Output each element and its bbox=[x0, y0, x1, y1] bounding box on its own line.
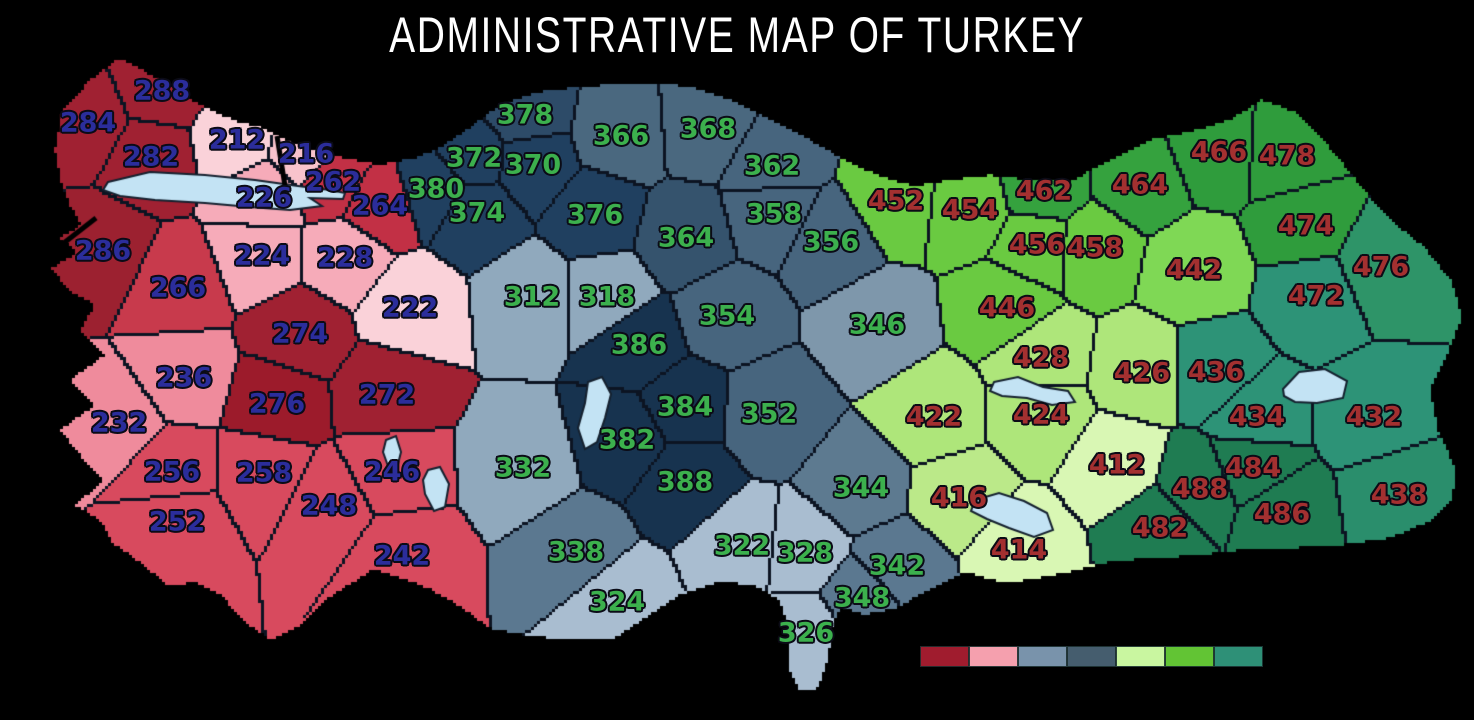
region-label-366: 366 bbox=[592, 120, 650, 152]
region-label-248: 248 bbox=[300, 490, 358, 522]
region-label-466: 466 bbox=[1190, 136, 1248, 168]
region-label-384: 384 bbox=[656, 391, 714, 423]
region-label-462: 462 bbox=[1015, 175, 1073, 207]
region-label-478: 478 bbox=[1258, 140, 1316, 172]
region-label-464: 464 bbox=[1111, 169, 1169, 201]
region-label-380: 380 bbox=[407, 173, 465, 205]
region-label-322: 322 bbox=[713, 530, 771, 562]
region-label-376: 376 bbox=[566, 199, 624, 231]
region-label-276: 276 bbox=[248, 388, 306, 420]
region-label-446: 446 bbox=[978, 292, 1036, 324]
region-label-324: 324 bbox=[588, 586, 646, 618]
region-label-272: 272 bbox=[358, 379, 416, 411]
region-label-342: 342 bbox=[868, 550, 926, 582]
region-label-386: 386 bbox=[610, 329, 668, 361]
region-label-242: 242 bbox=[373, 540, 431, 572]
region-label-432: 432 bbox=[1345, 401, 1403, 433]
region-label-264: 264 bbox=[351, 190, 409, 222]
region-label-436: 436 bbox=[1187, 356, 1245, 388]
region-label-438: 438 bbox=[1370, 479, 1428, 511]
legend-swatch-2 bbox=[969, 646, 1018, 667]
region-label-216: 216 bbox=[277, 138, 335, 170]
region-label-266: 266 bbox=[149, 272, 207, 304]
region-label-286: 286 bbox=[74, 235, 132, 267]
region-label-274: 274 bbox=[271, 318, 329, 350]
region-label-346: 346 bbox=[848, 309, 906, 341]
region-label-458: 458 bbox=[1066, 232, 1124, 264]
region-label-372: 372 bbox=[445, 142, 503, 174]
region-label-476: 476 bbox=[1352, 251, 1410, 283]
region-label-344: 344 bbox=[832, 472, 890, 504]
region-label-224: 224 bbox=[233, 240, 291, 272]
region-label-442: 442 bbox=[1165, 254, 1223, 286]
region-label-328: 328 bbox=[776, 537, 834, 569]
legend-swatch-1 bbox=[920, 646, 969, 667]
region-label-434: 434 bbox=[1228, 401, 1286, 433]
region-label-284: 284 bbox=[59, 107, 117, 139]
region-label-246: 246 bbox=[363, 456, 421, 488]
region-label-236: 236 bbox=[155, 362, 213, 394]
region-label-262: 262 bbox=[304, 166, 362, 198]
region-label-452: 452 bbox=[867, 185, 925, 217]
region-label-382: 382 bbox=[598, 424, 656, 456]
region-label-378: 378 bbox=[496, 99, 554, 131]
region-label-412: 412 bbox=[1088, 449, 1146, 481]
region-label-414: 414 bbox=[990, 534, 1048, 566]
legend-swatch-4 bbox=[1067, 646, 1116, 667]
region-label-252: 252 bbox=[148, 506, 206, 538]
region-label-472: 472 bbox=[1287, 280, 1345, 312]
region-label-318: 318 bbox=[578, 281, 636, 313]
region-label-352: 352 bbox=[740, 398, 798, 430]
region-label-358: 358 bbox=[745, 198, 803, 230]
region-label-362: 362 bbox=[743, 150, 801, 182]
region-label-258: 258 bbox=[235, 457, 293, 489]
legend-swatch-5 bbox=[1116, 646, 1165, 667]
region-label-422: 422 bbox=[905, 401, 963, 433]
region-label-232: 232 bbox=[90, 407, 148, 439]
region-label-424: 424 bbox=[1012, 399, 1070, 431]
region-label-364: 364 bbox=[657, 222, 715, 254]
region-label-488: 488 bbox=[1171, 473, 1229, 505]
region-label-482: 482 bbox=[1131, 512, 1189, 544]
region-label-428: 428 bbox=[1012, 342, 1070, 374]
region-label-348: 348 bbox=[833, 582, 891, 614]
page-title: ADMINISTRATIVE MAP OF TURKEY bbox=[0, 6, 1474, 64]
legend-swatch-3 bbox=[1018, 646, 1067, 667]
legend bbox=[920, 646, 1263, 667]
region-label-288: 288 bbox=[133, 75, 191, 107]
legend-swatch-7 bbox=[1214, 646, 1263, 667]
region-label-474: 474 bbox=[1277, 210, 1335, 242]
region-label-388: 388 bbox=[656, 466, 714, 498]
region-label-484: 484 bbox=[1224, 452, 1282, 484]
region-label-312: 312 bbox=[503, 281, 561, 313]
region-label-228: 228 bbox=[316, 242, 374, 274]
region-label-416: 416 bbox=[930, 482, 988, 514]
region-label-212: 212 bbox=[208, 124, 266, 156]
page-title-text: ADMINISTRATIVE MAP OF TURKEY bbox=[389, 7, 1085, 63]
region-label-338: 338 bbox=[547, 536, 605, 568]
region-label-282: 282 bbox=[122, 141, 180, 173]
region-label-454: 454 bbox=[941, 194, 999, 226]
region-label-370: 370 bbox=[504, 149, 562, 181]
region-label-332: 332 bbox=[494, 452, 552, 484]
region-label-368: 368 bbox=[679, 113, 737, 145]
region-label-356: 356 bbox=[802, 226, 860, 258]
legend-swatch-6 bbox=[1165, 646, 1214, 667]
region-label-374: 374 bbox=[448, 197, 506, 229]
region-label-426: 426 bbox=[1113, 357, 1171, 389]
region-label-456: 456 bbox=[1008, 229, 1066, 261]
region-label-354: 354 bbox=[698, 300, 756, 332]
region-label-326: 326 bbox=[777, 617, 835, 649]
region-label-486: 486 bbox=[1253, 498, 1311, 530]
region-label-256: 256 bbox=[143, 456, 201, 488]
region-label-222: 222 bbox=[381, 292, 439, 324]
region-label-226: 226 bbox=[235, 182, 293, 214]
